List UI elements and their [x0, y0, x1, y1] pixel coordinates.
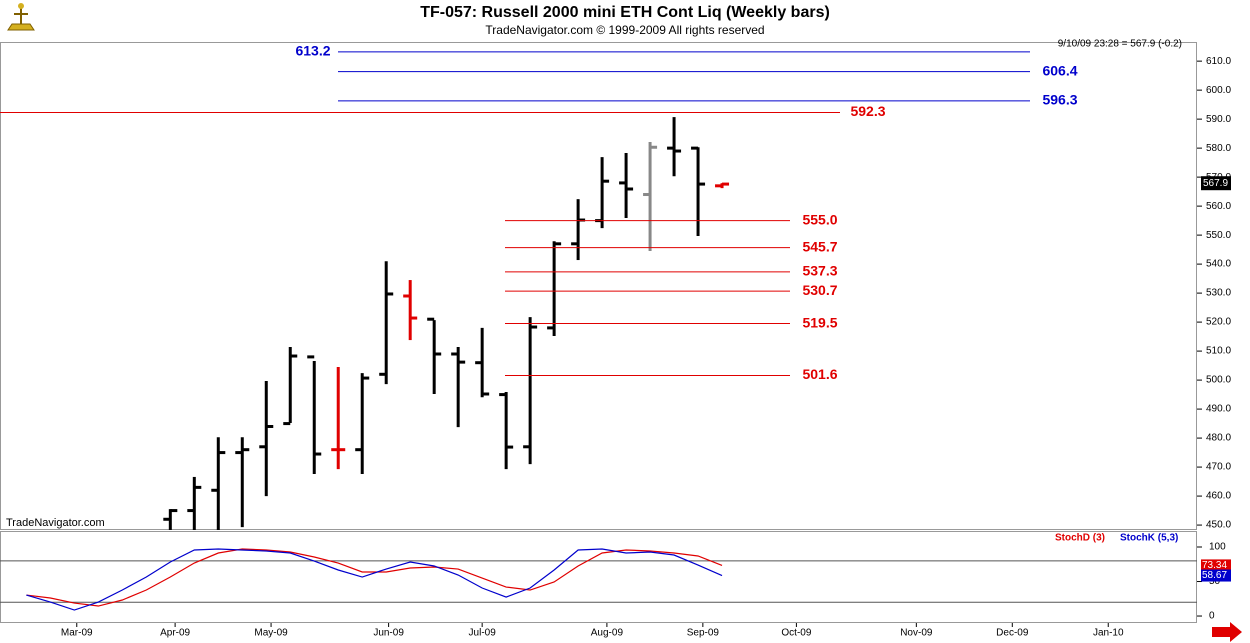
x-tick-label: Jan-10: [1093, 628, 1124, 639]
y-tick-label: 520.0: [1206, 317, 1231, 328]
y-tick-label: 480.0: [1206, 433, 1231, 444]
y-tick-label: 580.0: [1206, 143, 1231, 154]
x-tick-label: May-09: [254, 628, 288, 639]
level-label: 537.3: [802, 263, 837, 279]
x-tick-label: Dec-09: [996, 628, 1029, 639]
level-label: 613.2: [295, 43, 330, 59]
x-tick-label: Jul-09: [469, 628, 497, 639]
stoch-line: [26, 548, 723, 607]
timestamp: 9/10/09 23:28 = 567.9 (-0.2): [1058, 39, 1182, 50]
y-tick-label: 600.0: [1206, 85, 1231, 96]
x-tick-label: Oct-09: [781, 628, 811, 639]
level-label: 606.4: [1042, 62, 1077, 78]
y-tick-label: 610.0: [1206, 56, 1231, 67]
stoch-line: [26, 548, 723, 611]
y-tick-label: 50: [1209, 576, 1221, 587]
x-tick-label: Sep-09: [687, 628, 720, 639]
y-tick-label: 550.0: [1206, 230, 1231, 241]
y-tick-label: 470.0: [1206, 462, 1231, 473]
level-label: 555.0: [802, 211, 837, 227]
y-tick-label: 460.0: [1206, 491, 1231, 502]
x-tick-label: Mar-09: [61, 628, 93, 639]
x-tick-label: Nov-09: [900, 628, 933, 639]
x-tick-label: Apr-09: [160, 628, 190, 639]
y-tick-label: 450.0: [1206, 520, 1231, 531]
y-tick-label: 100: [1209, 542, 1226, 553]
x-tick-label: Jun-09: [373, 628, 404, 639]
chart-title: TF-057: Russell 2000 mini ETH Cont Liq (…: [420, 4, 830, 21]
y-tick-label: 540.0: [1206, 259, 1231, 270]
last-price-tag: [1201, 176, 1231, 191]
level-label: 545.7: [802, 238, 837, 254]
stoch-panel: [0, 531, 1197, 623]
level-label: 519.5: [802, 314, 837, 330]
level-label: 592.3: [850, 103, 885, 119]
y-tick-label: 590.0: [1206, 114, 1231, 125]
level-label: 530.7: [802, 282, 837, 298]
y-tick-label: 530.0: [1206, 288, 1231, 299]
value-tag-label: 58.67: [1202, 570, 1227, 581]
legend-entry: StochK (5,3): [1120, 533, 1178, 544]
bars: [163, 117, 730, 530]
watermark: TradeNavigator.com: [6, 517, 105, 529]
y-tick-label: 510.0: [1206, 346, 1231, 357]
logo: [7, 3, 35, 31]
y-tick-label: 560.0: [1206, 201, 1231, 212]
y-tick-label: 500.0: [1206, 375, 1231, 386]
value-tag-label: 73.34: [1202, 560, 1227, 571]
level-label: 596.3: [1042, 92, 1077, 108]
legend-entry: StochD (3): [1055, 533, 1105, 544]
x-tick-label: Aug-09: [591, 628, 624, 639]
scroll-arrow[interactable]: [1212, 622, 1242, 642]
price-panel: [0, 42, 1197, 530]
y-tick-label: 490.0: [1206, 404, 1231, 415]
copyright: TradeNavigator.com © 1999-2009 All right…: [485, 23, 764, 37]
level-label: 501.6: [802, 366, 837, 382]
y-tick-label: 0: [1209, 611, 1215, 622]
value-tag: [1201, 559, 1231, 572]
last-price-label: 567.9: [1203, 178, 1228, 189]
value-tag: [1201, 569, 1231, 582]
